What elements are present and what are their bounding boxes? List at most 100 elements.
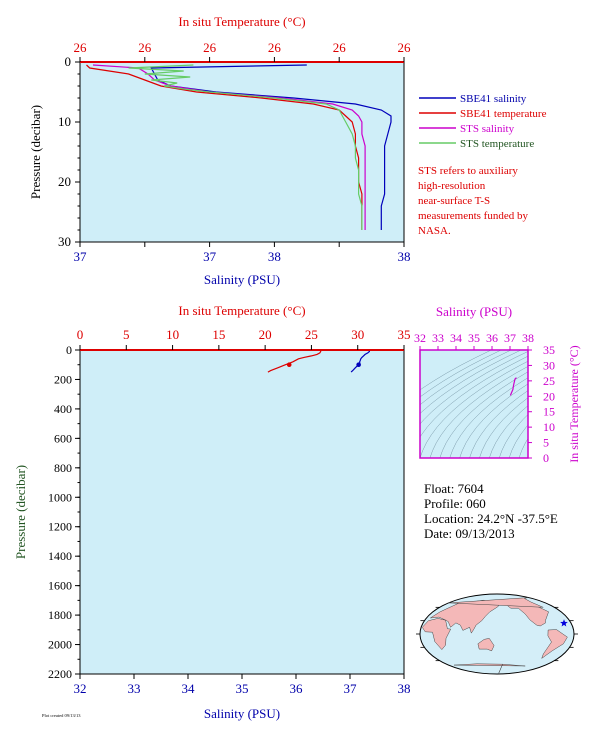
lower-y-ticks: 0 200 400 600 800 1000 1200 1400 1600 1800 2000 220… <box>48 343 80 681</box>
ts-x-tick-label: 38 <box>522 331 534 345</box>
ts-y-tick-label: 20 <box>543 389 555 403</box>
lower-y-tick-label: 1800 <box>48 608 72 622</box>
upper-top-tick-label: 26 <box>268 40 282 55</box>
ts-profile-line <box>509 377 517 396</box>
lower-y-tick-label: 400 <box>54 402 72 416</box>
ts-x-tick-label: 33 <box>432 331 444 345</box>
ts-points <box>509 377 517 396</box>
map-land <box>421 597 568 674</box>
ts-y-tick-label: 15 <box>543 405 555 419</box>
upper-bottom-axis-label: Salinity (PSU) <box>204 272 280 287</box>
ts-salinity-ticks: 32 33 34 35 36 37 38 <box>414 331 534 350</box>
upper-plot-area <box>80 62 404 242</box>
lower-top-tick-label: 0 <box>77 327 84 342</box>
map-continent-greenland <box>448 597 544 608</box>
map-continent-antarctica <box>453 663 526 674</box>
lower-top-tick-label: 5 <box>123 327 130 342</box>
lower-series-salinity <box>350 350 370 373</box>
sts-note: STS refers to auxiliary high-resolution ne… <box>418 165 528 237</box>
map-continent-australia <box>477 638 495 652</box>
lower-y-tick-label: 2200 <box>48 667 72 681</box>
footer-text: Plot created 09/13/13 <box>42 713 81 718</box>
ts-y-tick-label: 25 <box>543 374 555 388</box>
lower-y-tick-label: 800 <box>54 461 72 475</box>
float-id: Float: 7604 <box>424 481 484 496</box>
upper-bottom-tick-label: 37 <box>74 249 88 264</box>
ts-plot-area <box>420 350 528 458</box>
lower-top-ticks: 0 5 10 15 20 25 30 35 <box>77 327 411 350</box>
lower-y-tick-label: 2000 <box>48 638 72 652</box>
legend: SBE41 salinity SBE41 temperature STS sal… <box>418 93 547 237</box>
lower-bottom-tick-label: 38 <box>398 681 411 696</box>
legend-entry-sbe41-temperature: SBE41 temperature <box>419 108 547 120</box>
lower-y-tick-label: 600 <box>54 431 72 445</box>
lower-series-temperature <box>267 350 322 373</box>
upper-y-tick-label: 10 <box>58 114 71 129</box>
upper-bottom-tick-label: 37 <box>203 249 217 264</box>
profile-number: Profile: 060 <box>424 496 486 511</box>
upper-series-group <box>86 64 392 230</box>
lower-bottom-tick-label: 37 <box>344 681 358 696</box>
lower-bottom-ticks: 32 33 34 35 36 37 38 <box>74 674 411 696</box>
upper-y-ticks: 0 10 20 30 <box>58 54 80 249</box>
float-info: Float: 7604 Profile: 060 Location: 24.2°… <box>424 481 558 541</box>
svg-text:SBE41 salinity: SBE41 salinity <box>460 93 527 105</box>
lower-y-tick-label: 1600 <box>48 579 72 593</box>
lower-y-tick-label: 1200 <box>48 520 72 534</box>
profile-date: Date: 09/13/2013 <box>424 526 515 541</box>
lower-top-tick-label: 10 <box>166 327 179 342</box>
lower-plot-area <box>80 350 404 674</box>
ts-density-contours <box>420 350 528 458</box>
lower-top-tick-label: 25 <box>305 327 318 342</box>
world-map <box>416 593 578 675</box>
lower-bottom-axis-label: Salinity (PSU) <box>204 706 280 721</box>
upper-series-sts-temperature <box>128 64 363 230</box>
lower-top-tick-label: 35 <box>398 327 411 342</box>
legend-entry-sts-salinity: STS salinity <box>419 123 515 135</box>
upper-top-ticks: 26 26 26 26 26 26 <box>74 40 411 62</box>
lower-bottom-tick-label: 36 <box>290 681 304 696</box>
ts-x-tick-label: 34 <box>450 331 462 345</box>
ts-y-tick-label: 35 <box>543 343 555 357</box>
lower-top-tick-label: 15 <box>212 327 225 342</box>
legend-entry-sts-temperature: STS temperature <box>419 138 534 150</box>
upper-y-tick-label: 0 <box>65 54 72 69</box>
upper-bottom-tick-label: 38 <box>398 249 411 264</box>
lower-bottom-tick-label: 33 <box>128 681 141 696</box>
lower-top-tick-label: 20 <box>259 327 272 342</box>
ts-x-tick-label: 36 <box>486 331 498 345</box>
ts-x-tick-label: 32 <box>414 331 426 345</box>
float-position-star-icon <box>560 619 568 627</box>
upper-series-sbe41-temperature <box>86 64 363 230</box>
lower-bottom-tick-label: 34 <box>182 681 196 696</box>
ts-right-axis-label: In situ Temperature (°C) <box>567 345 581 462</box>
upper-bottom-ticks: 37 37 38 38 <box>74 242 411 264</box>
lower-top-tick-label: 30 <box>351 327 364 342</box>
legend-entry-sbe41-salinity: SBE41 salinity <box>419 93 527 105</box>
lower-marker-salinity <box>356 362 361 368</box>
lower-top-axis-label: In situ Temperature (°C) <box>178 303 305 318</box>
ts-y-tick-label: 0 <box>543 451 549 465</box>
ts-x-tick-label: 35 <box>468 331 480 345</box>
svg-text:SBE41 temperature: SBE41 temperature <box>460 108 547 120</box>
lower-y-tick-label: 1000 <box>48 490 72 504</box>
map-continent-south-america <box>541 629 568 660</box>
svg-text:STS salinity: STS salinity <box>460 123 515 135</box>
upper-top-tick-label: 26 <box>203 40 217 55</box>
upper-top-axis-label: In situ Temperature (°C) <box>178 14 305 29</box>
ts-top-axis-label: Salinity (PSU) <box>436 304 512 319</box>
upper-top-tick-label: 26 <box>138 40 152 55</box>
lower-marker-temperature <box>286 362 292 368</box>
ts-y-tick-label: 10 <box>543 420 555 434</box>
map-frame-ticks <box>416 606 578 662</box>
lower-y-axis-label: Pressure (decibar) <box>13 465 28 559</box>
ts-y-tick-label: 30 <box>543 358 555 372</box>
map-continent-africa <box>421 618 452 650</box>
float-location: Location: 24.2°N -37.5°E <box>424 511 558 526</box>
upper-top-tick-label: 26 <box>74 40 88 55</box>
svg-text:STS temperature: STS temperature <box>460 138 534 150</box>
lower-profile-chart: 0 5 10 15 20 25 30 35 32 33 34 35 36 37 38 0 200 400 600… <box>13 303 411 721</box>
